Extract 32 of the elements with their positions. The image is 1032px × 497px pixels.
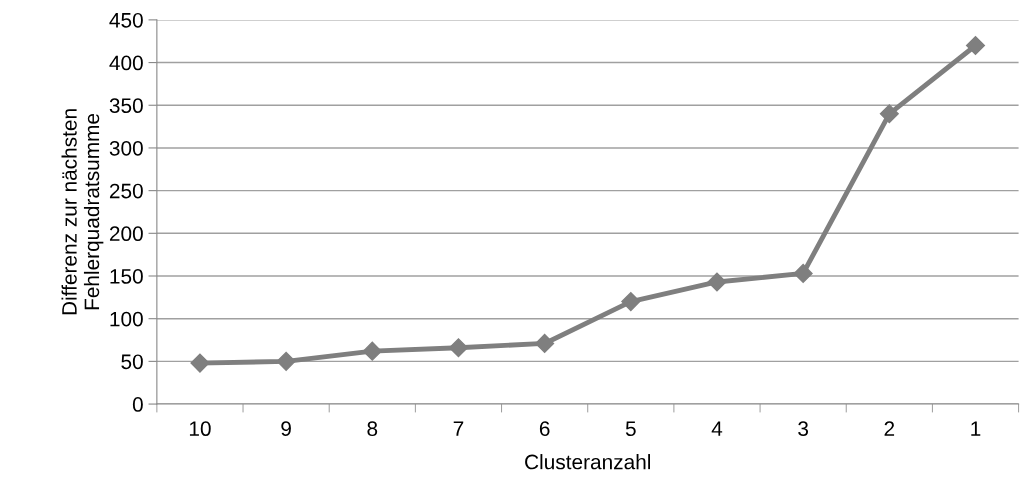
y-tick-label: 200 bbox=[109, 226, 143, 242]
y-tick-label: 250 bbox=[109, 183, 143, 199]
x-axis-title: Clusteranzahl bbox=[525, 454, 651, 470]
point bbox=[276, 351, 296, 371]
point bbox=[793, 263, 813, 283]
x-tick-label: 1 bbox=[971, 421, 981, 436]
y-tick-label: 450 bbox=[109, 12, 143, 28]
y-tick-label: 100 bbox=[110, 311, 143, 327]
point bbox=[879, 104, 899, 124]
x-tick-label: 2 bbox=[884, 421, 895, 436]
y-tick-label: 150 bbox=[110, 269, 143, 284]
x-tick-label: 3 bbox=[798, 421, 809, 437]
y-tick-label: 50 bbox=[121, 354, 143, 370]
y-axis-title: Differenz zur nächsten Fehlerquadratsumme bbox=[61, 109, 104, 315]
y-tick-label: 0 bbox=[132, 397, 143, 412]
x-tick-label: 9 bbox=[281, 421, 291, 437]
y-tick-label: 350 bbox=[109, 98, 143, 114]
x-tick-label: 8 bbox=[367, 421, 378, 437]
point bbox=[707, 272, 727, 292]
x-tick-label: 5 bbox=[625, 421, 636, 437]
point bbox=[965, 35, 986, 56]
point bbox=[535, 333, 555, 353]
point bbox=[621, 292, 641, 312]
x-tick-label: 7 bbox=[453, 421, 464, 436]
x-tick-label: 4 bbox=[711, 421, 723, 436]
x-tick-label: 6 bbox=[539, 421, 550, 437]
point bbox=[362, 341, 382, 361]
x-tick-label: 10 bbox=[189, 421, 211, 437]
y-tick-label: 400 bbox=[109, 55, 143, 71]
point bbox=[190, 353, 210, 373]
y-tick-label: 300 bbox=[109, 140, 143, 156]
point bbox=[448, 338, 469, 358]
